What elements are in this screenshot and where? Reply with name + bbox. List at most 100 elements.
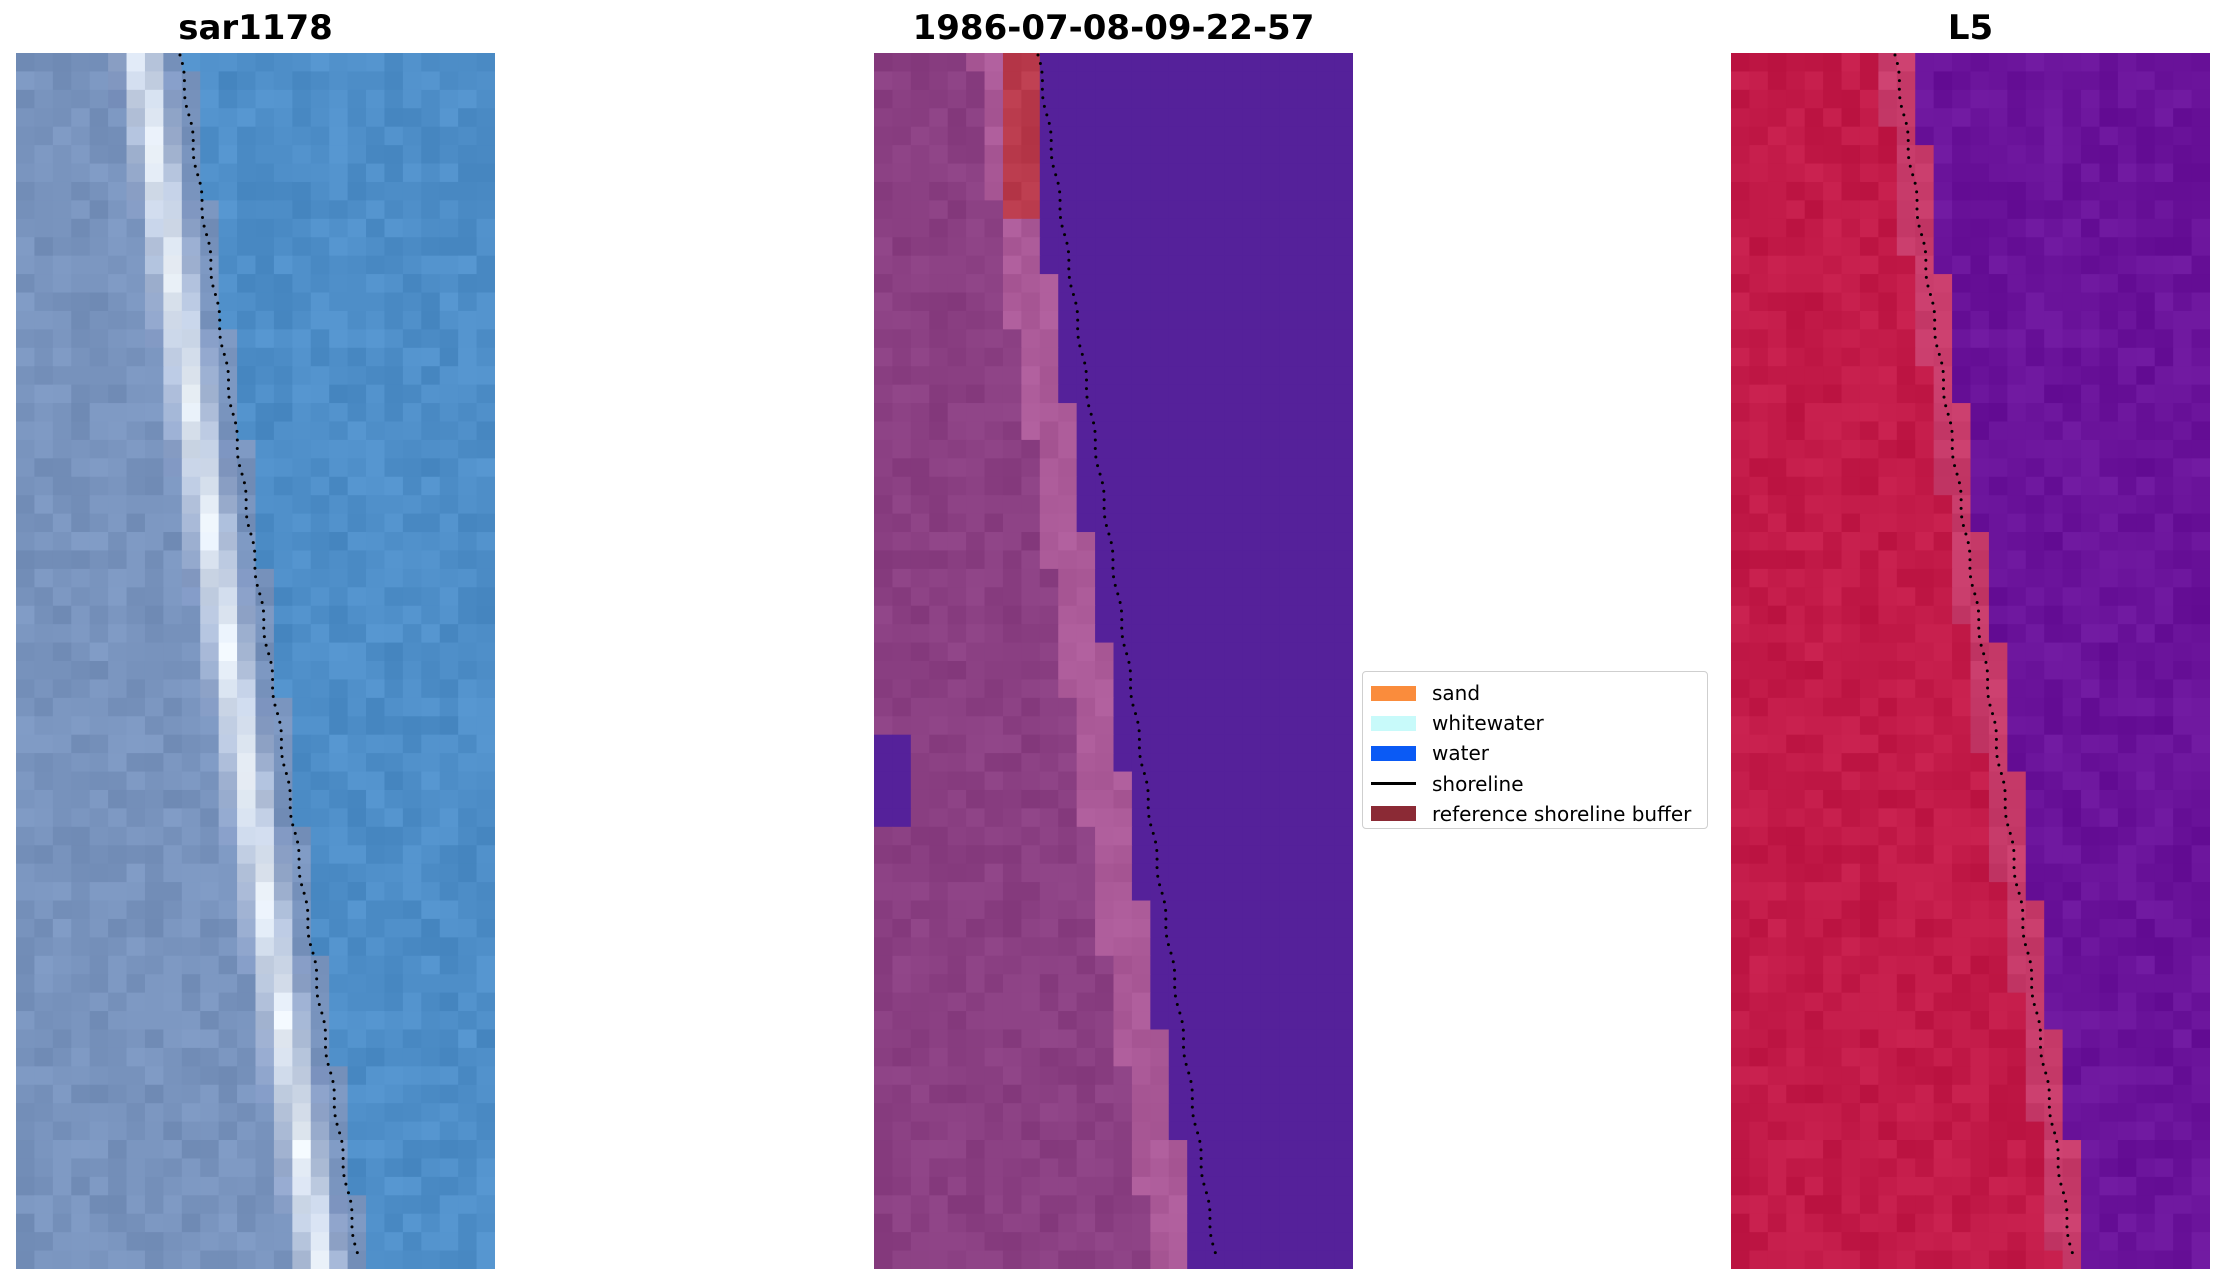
image-pixel <box>237 845 257 865</box>
image-pixel <box>1297 53 1317 73</box>
image-pixel <box>310 587 330 607</box>
image-pixel <box>1786 568 1806 588</box>
image-pixel <box>1316 421 1336 441</box>
image-pixel <box>2099 310 2119 330</box>
image-pixel <box>1786 642 1806 662</box>
image-pixel <box>476 1066 495 1086</box>
image-pixel <box>384 1047 404 1067</box>
shoreline-dot <box>218 335 222 339</box>
image-pixel <box>929 734 949 754</box>
image-pixel <box>16 587 36 607</box>
image-pixel <box>1058 955 1078 975</box>
image-pixel <box>1187 587 1207 607</box>
image-pixel <box>1242 697 1262 717</box>
image-pixel <box>366 200 386 220</box>
image-pixel <box>1113 1250 1133 1269</box>
image-pixel <box>1279 568 1299 588</box>
image-pixel <box>1187 1250 1207 1269</box>
image-pixel <box>874 955 894 975</box>
image-pixel <box>310 200 330 220</box>
image-pixel <box>34 974 54 994</box>
image-pixel <box>200 274 220 294</box>
image-pixel <box>108 1121 128 1141</box>
image-pixel <box>1002 845 1022 865</box>
image-pixel <box>1334 974 1353 994</box>
image-pixel <box>218 900 238 920</box>
image-pixel <box>1260 937 1280 957</box>
image-pixel <box>292 218 312 238</box>
image-pixel <box>966 347 986 367</box>
image-pixel <box>237 495 257 515</box>
image-pixel <box>421 1047 441 1067</box>
image-pixel <box>947 53 967 73</box>
image-pixel <box>89 495 109 515</box>
shoreline-dot <box>350 1208 354 1212</box>
image-pixel <box>1002 1250 1022 1269</box>
image-pixel <box>181 255 201 275</box>
image-pixel <box>1131 568 1151 588</box>
image-pixel <box>2044 642 2064 662</box>
image-pixel <box>966 495 986 515</box>
image-pixel <box>1804 71 1824 91</box>
image-pixel <box>108 421 128 441</box>
image-pixel <box>1915 126 1935 146</box>
image-pixel <box>929 329 949 349</box>
shoreline-dot <box>298 874 302 878</box>
image-pixel <box>458 882 478 902</box>
shoreline-dot <box>353 1242 357 1246</box>
image-pixel <box>347 753 367 773</box>
image-pixel <box>16 1084 36 1104</box>
image-pixel <box>1260 771 1280 791</box>
shoreline-dot <box>304 900 308 904</box>
image-pixel <box>2081 476 2101 496</box>
image-pixel <box>910 1084 930 1104</box>
image-pixel <box>1095 218 1115 238</box>
image-pixel <box>384 532 404 552</box>
image-pixel <box>892 513 912 533</box>
image-pixel <box>347 1066 367 1086</box>
image-pixel <box>1859 624 1879 644</box>
image-pixel <box>1242 310 1262 330</box>
image-pixel <box>1224 587 1244 607</box>
image-pixel <box>126 900 146 920</box>
image-pixel <box>2007 532 2027 552</box>
image-pixel <box>34 53 54 73</box>
image-pixel <box>1242 1232 1262 1252</box>
image-pixel <box>1113 1066 1133 1086</box>
image-pixel <box>1002 403 1022 423</box>
image-pixel <box>2154 181 2174 201</box>
image-pixel <box>2062 716 2082 736</box>
image-pixel <box>1841 274 1861 294</box>
image-pixel <box>71 568 91 588</box>
shoreline-dot <box>180 62 184 66</box>
image-pixel <box>1334 1195 1353 1215</box>
image-pixel <box>2025 679 2045 699</box>
image-pixel <box>108 71 128 91</box>
image-pixel <box>144 882 164 902</box>
image-pixel <box>1131 218 1151 238</box>
image-pixel <box>1205 1158 1225 1178</box>
image-pixel <box>2025 550 2045 570</box>
image-pixel <box>1804 753 1824 773</box>
image-pixel <box>1168 237 1188 257</box>
image-pixel <box>1804 789 1824 809</box>
image-pixel <box>1334 347 1353 367</box>
image-pixel <box>2099 108 2119 128</box>
image-pixel <box>1896 53 1916 73</box>
image-pixel <box>2154 845 2174 865</box>
image-pixel <box>1113 1232 1133 1252</box>
image-pixel <box>1242 1176 1262 1196</box>
image-pixel <box>476 329 495 349</box>
image-pixel <box>237 974 257 994</box>
image-pixel <box>1988 826 2008 846</box>
image-pixel <box>1952 550 1972 570</box>
image-pixel <box>1187 532 1207 552</box>
image-pixel <box>200 476 220 496</box>
image-pixel <box>984 1121 1004 1141</box>
image-pixel <box>34 421 54 441</box>
image-pixel <box>1168 1103 1188 1123</box>
image-pixel <box>1279 200 1299 220</box>
image-pixel <box>1058 89 1078 109</box>
image-pixel <box>2136 439 2156 459</box>
image-pixel <box>1878 421 1898 441</box>
